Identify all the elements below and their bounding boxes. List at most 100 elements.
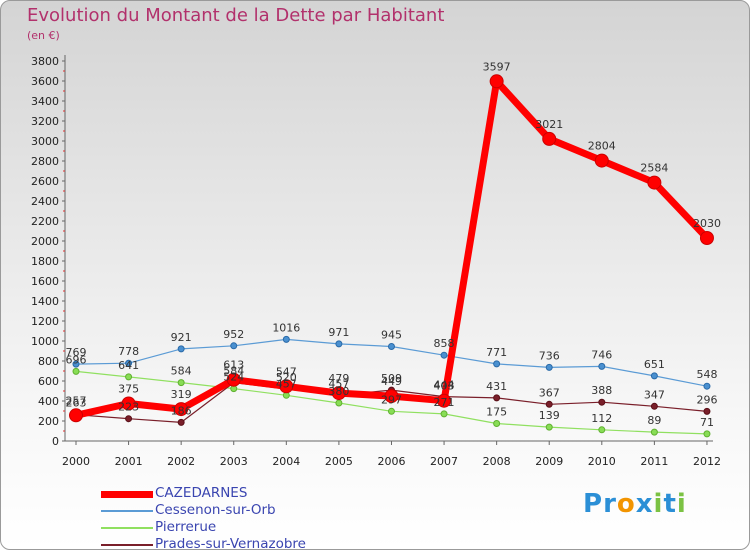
data-label: 524 xyxy=(223,371,244,384)
data-label: 945 xyxy=(381,329,402,342)
y-tick-label: 200 xyxy=(38,415,59,428)
data-label: 139 xyxy=(539,409,560,422)
y-tick-label: 800 xyxy=(38,355,59,368)
data-label: 584 xyxy=(171,365,192,378)
data-label: 319 xyxy=(171,388,192,401)
y-tick-label: 1200 xyxy=(31,315,59,328)
data-label: 175 xyxy=(486,406,507,419)
y-tick-label: 0 xyxy=(52,435,59,448)
x-tick-label: 2003 xyxy=(220,455,248,468)
series-cazedarnes xyxy=(69,74,714,423)
data-point xyxy=(493,420,501,427)
data-point xyxy=(335,399,343,407)
data-point xyxy=(650,428,658,436)
data-point xyxy=(121,396,136,411)
data-label: 388 xyxy=(591,384,612,397)
y-tick-label: 400 xyxy=(38,395,59,408)
data-label: 548 xyxy=(696,368,717,381)
data-label: 921 xyxy=(171,331,192,344)
data-label: 2030 xyxy=(693,217,721,230)
legend-label: Cessenon-sur-Orb xyxy=(155,502,276,518)
data-point xyxy=(598,362,606,370)
x-tick-label: 2008 xyxy=(483,455,511,468)
data-point xyxy=(177,379,185,387)
data-label: 547 xyxy=(276,365,297,378)
data-point xyxy=(598,426,606,434)
data-label: 736 xyxy=(539,349,560,362)
data-label: 89 xyxy=(647,414,661,427)
data-label: 457 xyxy=(276,377,297,390)
data-point xyxy=(650,402,658,410)
y-tick-label: 1800 xyxy=(31,255,59,268)
x-tick-label: 2011 xyxy=(640,455,668,468)
legend-label: CAZEDARNES xyxy=(155,485,248,501)
data-point xyxy=(647,175,662,190)
data-label: 271 xyxy=(434,396,455,409)
data-point xyxy=(703,407,711,415)
data-label: 263 xyxy=(66,397,87,410)
y-tick-label: 3800 xyxy=(31,55,59,68)
x-tick-label: 2010 xyxy=(588,455,616,468)
y-tick-label: 2000 xyxy=(31,235,59,248)
data-point xyxy=(699,231,714,245)
data-label: 297 xyxy=(381,393,402,406)
chart-subtitle: (en €) xyxy=(27,29,60,42)
legend-swatch xyxy=(101,510,153,512)
data-label: 651 xyxy=(644,358,665,371)
data-label: 509 xyxy=(381,372,402,385)
data-label: 257 xyxy=(66,394,87,407)
data-point xyxy=(650,372,658,380)
data-point xyxy=(69,408,83,423)
data-label: 641 xyxy=(118,359,139,372)
data-point xyxy=(177,418,185,426)
data-point xyxy=(279,379,294,394)
data-label: 457 xyxy=(328,377,349,390)
data-label: 296 xyxy=(696,393,717,406)
proxiti-logo: Proxiti xyxy=(583,489,687,519)
x-tick-label: 2009 xyxy=(535,455,563,468)
y-tick-label: 3000 xyxy=(31,135,59,148)
data-label: 380 xyxy=(328,385,349,398)
data-label: 112 xyxy=(591,412,612,425)
x-tick-label: 2012 xyxy=(693,455,721,468)
data-label: 186 xyxy=(171,404,192,417)
data-point xyxy=(542,131,557,146)
data-point xyxy=(177,345,185,353)
data-point xyxy=(125,415,133,423)
data-point xyxy=(174,402,189,417)
x-tick-label: 2002 xyxy=(167,455,195,468)
data-point xyxy=(545,423,553,431)
data-point xyxy=(437,393,452,408)
data-point xyxy=(493,360,501,368)
data-label: 952 xyxy=(223,328,244,341)
data-point xyxy=(545,400,553,408)
data-point xyxy=(387,343,395,350)
x-tick-label: 2004 xyxy=(272,455,300,468)
y-tick-label: 3200 xyxy=(31,115,59,128)
y-tick-label: 600 xyxy=(38,375,59,388)
data-label: 858 xyxy=(434,337,455,350)
y-tick-label: 2800 xyxy=(31,155,59,168)
data-point xyxy=(545,363,553,371)
data-point xyxy=(387,407,395,415)
data-point xyxy=(384,389,399,404)
data-label: 3021 xyxy=(535,118,563,131)
y-tick-label: 3400 xyxy=(31,95,59,108)
data-label: 367 xyxy=(539,386,560,399)
data-label: 2584 xyxy=(640,162,668,175)
data-label: 3597 xyxy=(483,60,511,73)
legend-label: Prades-sur-Vernazobre xyxy=(155,536,306,550)
data-label: 769 xyxy=(66,346,87,359)
data-label: 2804 xyxy=(588,140,616,153)
data-point xyxy=(703,430,711,438)
data-label: 449 xyxy=(381,375,402,388)
legend-label: Pierrerue xyxy=(155,519,217,535)
data-label: 771 xyxy=(486,346,507,359)
data-label: 444 xyxy=(434,379,455,392)
data-label: 347 xyxy=(644,388,665,401)
data-point xyxy=(493,394,501,402)
y-tick-label: 3600 xyxy=(31,75,59,88)
data-point xyxy=(226,372,241,387)
data-label: 971 xyxy=(328,326,349,339)
data-label: 584 xyxy=(223,365,244,378)
